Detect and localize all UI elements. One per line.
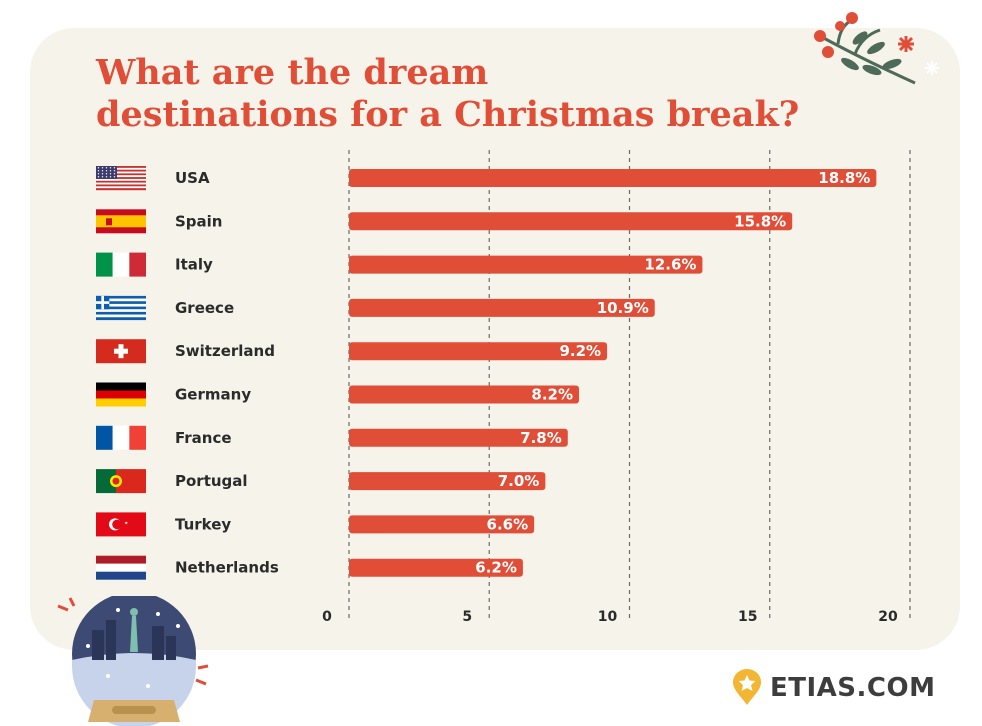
bar — [349, 212, 793, 231]
category-label: USA — [175, 169, 210, 187]
bar — [349, 472, 546, 491]
x-tick-label: 10 — [598, 609, 618, 625]
bar — [349, 515, 535, 534]
bar — [349, 558, 523, 577]
data-label: 6.6% — [487, 515, 529, 533]
category-label: Spain — [175, 212, 222, 230]
germany-flag-icon — [96, 382, 146, 407]
data-label: 15.8% — [734, 212, 786, 230]
data-label: 7.8% — [520, 429, 562, 447]
data-label: 8.2% — [531, 386, 573, 404]
x-tick-label: 20 — [878, 609, 898, 625]
switzerland-flag-icon — [96, 339, 146, 364]
category-label: Portugal — [175, 472, 248, 490]
category-label: Netherlands — [175, 559, 279, 577]
spain-flag-icon — [96, 209, 146, 234]
usa-flag-icon — [96, 166, 146, 191]
data-label: 12.6% — [644, 256, 696, 274]
chart-title-line-1: What are the dream — [96, 52, 489, 93]
logo-text: ETIAS.COM — [770, 673, 936, 703]
italy-flag-icon — [96, 252, 146, 277]
category-label: Turkey — [175, 515, 231, 533]
bar — [349, 385, 580, 404]
etias-logo: ETIAS.COM — [730, 668, 935, 708]
category-label: Germany — [175, 386, 251, 404]
category-label: Greece — [175, 299, 234, 317]
bar — [349, 342, 608, 361]
portugal-flag-icon — [96, 469, 146, 494]
x-tick-label: 0 — [322, 609, 332, 625]
data-label: 10.9% — [597, 299, 649, 317]
category-label: Switzerland — [175, 342, 275, 360]
bar — [349, 255, 703, 274]
greece-flag-icon — [96, 295, 146, 321]
turkey-flag-icon — [96, 512, 146, 537]
x-tick-label: 5 — [462, 609, 472, 625]
bar — [349, 298, 655, 317]
bar — [349, 169, 877, 187]
holly-sprig-icon — [814, 12, 939, 85]
chart-title-line-2: destinations for a Christmas break? — [96, 94, 800, 135]
snow-globe-icon — [57, 596, 209, 726]
data-label: 18.8% — [818, 169, 870, 187]
data-label: 6.2% — [475, 559, 517, 577]
data-label: 9.2% — [559, 342, 601, 360]
category-label: Italy — [175, 256, 213, 274]
chart-card — [30, 28, 960, 650]
star-pin-icon — [733, 669, 761, 705]
data-label: 7.0% — [498, 472, 540, 490]
france-flag-icon — [96, 425, 146, 450]
category-label: France — [175, 429, 232, 447]
bar — [349, 428, 568, 447]
x-tick-label: 15 — [738, 609, 757, 625]
chart-title: What are the dream destinations for a Ch… — [96, 52, 916, 136]
netherlands-flag-icon — [96, 555, 146, 580]
